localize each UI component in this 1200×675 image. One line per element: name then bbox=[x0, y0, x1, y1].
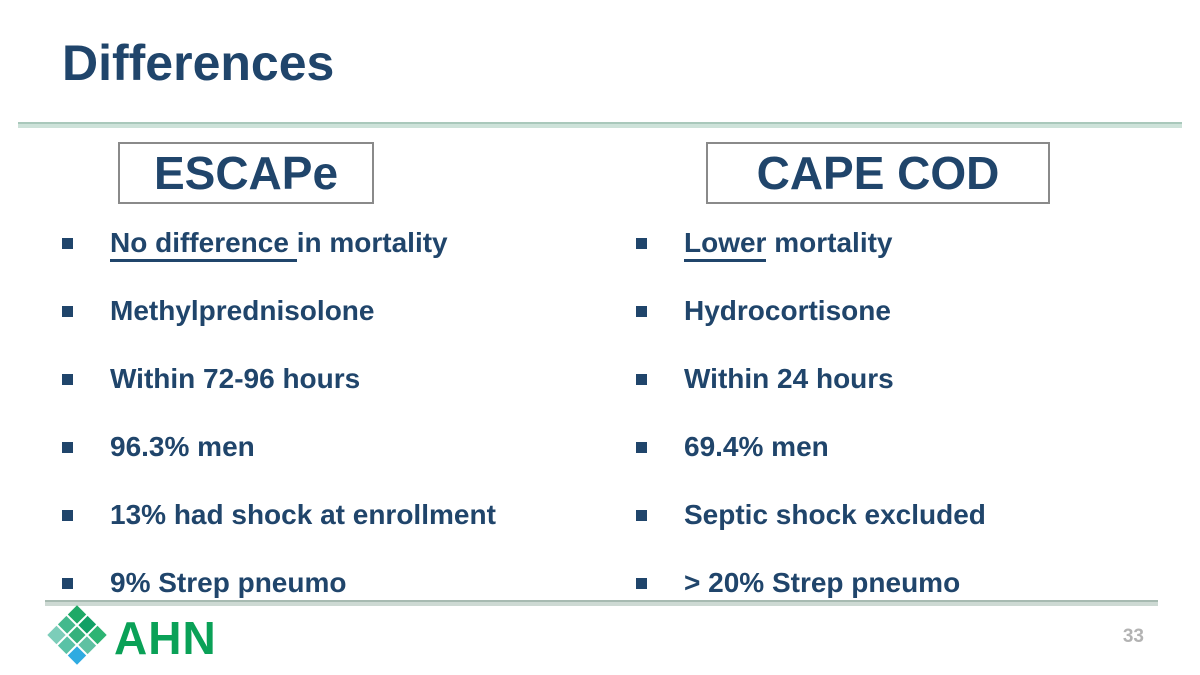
list-item: > 20% Strep pneumo bbox=[636, 566, 1176, 600]
square-bullet-icon bbox=[62, 306, 73, 317]
item-text: Within 24 hours bbox=[684, 363, 894, 394]
title-divider-line bbox=[18, 122, 1182, 128]
item-text: Methylprednisolone bbox=[110, 295, 375, 326]
column-header-cape-cod-label: CAPE COD bbox=[756, 147, 1000, 199]
slide-title: Differences bbox=[62, 35, 335, 91]
item-text: 9% Strep pneumo bbox=[110, 567, 347, 598]
item-text: in mortality bbox=[296, 227, 448, 258]
square-bullet-icon bbox=[62, 442, 73, 453]
underlined-text: Lower bbox=[684, 227, 767, 262]
list-item: Within 72-96 hours bbox=[62, 362, 602, 396]
list-item: 69.4% men bbox=[636, 430, 1176, 464]
list-item: Methylprednisolone bbox=[62, 294, 602, 328]
column-header-escape: ESCAPe bbox=[118, 142, 374, 204]
item-text: > 20% Strep pneumo bbox=[684, 567, 961, 598]
square-bullet-icon bbox=[636, 442, 647, 453]
square-bullet-icon bbox=[62, 238, 73, 249]
bullet-list-escape: No difference in mortality Methylprednis… bbox=[62, 226, 602, 634]
underlined-text: No difference bbox=[110, 227, 297, 262]
list-item: Septic shock excluded bbox=[636, 498, 1176, 532]
column-header-escape-label: ESCAPe bbox=[153, 147, 339, 199]
list-item: 9% Strep pneumo bbox=[62, 566, 602, 600]
item-text: Septic shock excluded bbox=[684, 499, 986, 530]
square-bullet-icon bbox=[636, 306, 647, 317]
item-text: Hydrocortisone bbox=[684, 295, 891, 326]
list-item: Lower mortality bbox=[636, 226, 1176, 262]
ahn-logo: AHN bbox=[44, 605, 217, 670]
ahn-diamond-icon bbox=[47, 605, 107, 665]
square-bullet-icon bbox=[636, 374, 647, 385]
item-text: 13% had shock at enrollment bbox=[110, 499, 496, 530]
list-item: Hydrocortisone bbox=[636, 294, 1176, 328]
item-text: 69.4% men bbox=[684, 431, 829, 462]
square-bullet-icon bbox=[62, 374, 73, 385]
list-item: Within 24 hours bbox=[636, 362, 1176, 396]
list-item: 13% had shock at enrollment bbox=[62, 498, 602, 532]
item-text: Within 72-96 hours bbox=[110, 363, 361, 394]
square-bullet-icon bbox=[62, 578, 73, 589]
bullet-list-cape-cod: Lower mortality Hydrocortisone Within 24… bbox=[636, 226, 1176, 634]
square-bullet-icon bbox=[62, 510, 73, 521]
ahn-logo-text: AHN bbox=[114, 612, 217, 664]
footer-divider-line bbox=[45, 600, 1158, 606]
square-bullet-icon bbox=[636, 578, 647, 589]
square-bullet-icon bbox=[636, 238, 647, 249]
item-text: mortality bbox=[766, 227, 893, 258]
list-item: No difference in mortality bbox=[62, 226, 602, 262]
column-header-cape-cod: CAPE COD bbox=[706, 142, 1050, 204]
page-number: 33 bbox=[1122, 626, 1144, 647]
list-item: 96.3% men bbox=[62, 430, 602, 464]
square-bullet-icon bbox=[636, 510, 647, 521]
item-text: 96.3% men bbox=[110, 431, 255, 462]
